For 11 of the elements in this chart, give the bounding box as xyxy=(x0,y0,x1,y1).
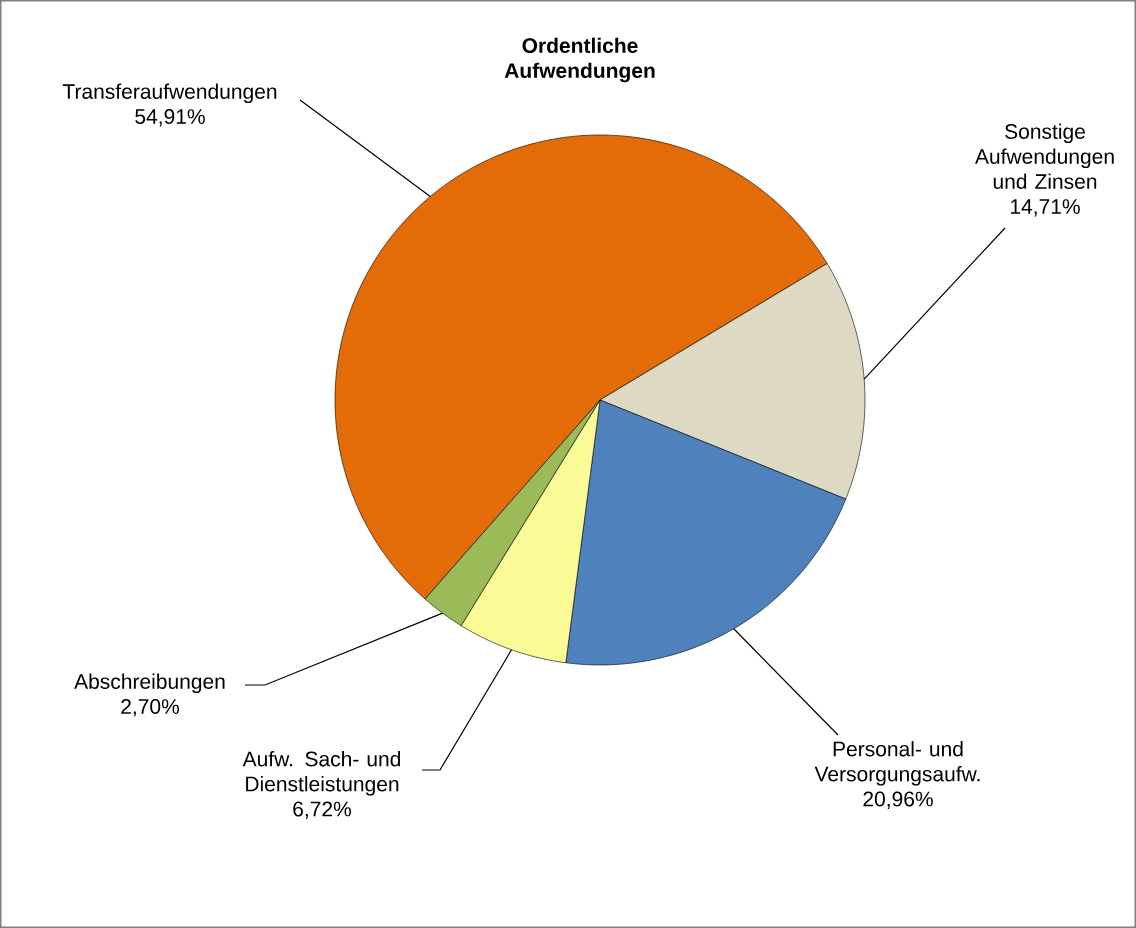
slice-label: Personal- und Versorgungsaufw. xyxy=(814,741,980,786)
slice-label: Transferaufwendungen xyxy=(62,83,277,104)
data-label: 54,91% xyxy=(135,109,205,127)
data-label: 14,71% xyxy=(1010,199,1080,217)
slice-label: Abschreibungen xyxy=(74,673,225,694)
data-label: 20,96% xyxy=(863,791,933,809)
slice-label: Sonstige Aufwendungen und Zinsen xyxy=(974,123,1114,189)
data-label: 6,72% xyxy=(293,801,352,819)
chart-title: Ordentliche Aufwendungen xyxy=(504,37,655,83)
slice-label: Aufw. Sach- und Dienstleistungen xyxy=(242,751,401,796)
data-label: 2,70% xyxy=(121,699,180,717)
